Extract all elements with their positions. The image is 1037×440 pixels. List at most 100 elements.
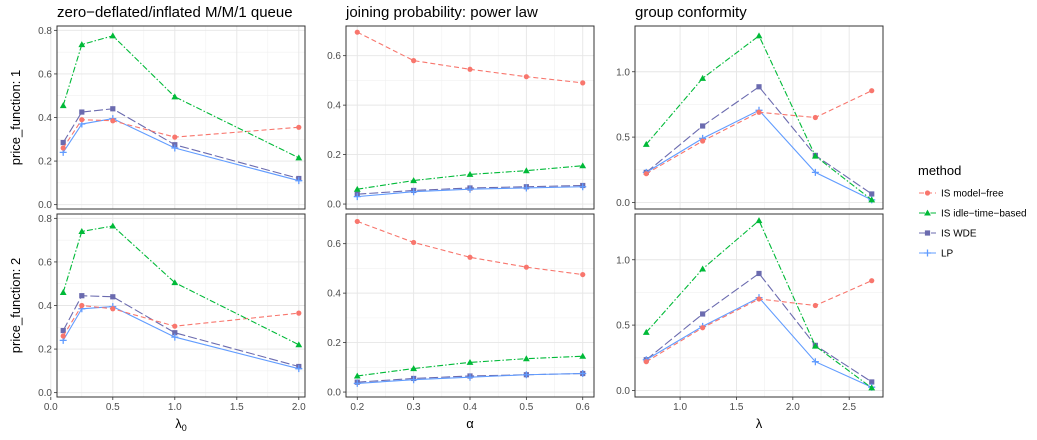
x-axis-label: λ0 [175,416,187,433]
data-point [699,74,707,81]
data-point [811,152,819,159]
y-tick-label: 0.6 [38,69,52,80]
x-tick-label: 2.0 [786,402,800,413]
x-tick-label: 2.0 [292,402,306,413]
data-point [172,330,178,336]
y-tick-label: 0.0 [327,200,341,211]
data-point [812,114,818,121]
data-point [868,384,876,391]
panel-title: zero−deflated/inflated M/M/1 queue [57,4,293,21]
y-tick-label: 0.0 [38,388,52,399]
data-point [642,328,650,335]
data-point [60,139,66,146]
data-point [171,144,179,152]
y-tick-label: 0.0 [616,386,630,397]
data-point [756,270,762,277]
legend-label: IS idle−time−based [941,209,1027,220]
data-point [296,310,302,316]
data-point [642,140,650,147]
panel-border [634,213,884,398]
data-point [522,167,530,174]
data-point [295,365,303,373]
data-point [410,365,418,372]
panel-border [56,25,306,210]
y-tick-label: 0.6 [38,257,52,268]
data-point [643,359,649,365]
data-point [643,171,649,177]
data-point [410,177,418,184]
panel-title: joining probability: power law [345,4,538,21]
x-tick-label: 0.0 [44,402,58,413]
y-tick-label: 1.0 [616,255,630,266]
data-point [353,193,361,201]
data-point [79,293,85,299]
series-line [645,34,873,201]
data-point [353,372,361,379]
y-tick-label: 0.5 [616,321,630,332]
data-point [579,162,587,169]
legend-key-marker [924,190,931,196]
panel-border [345,213,595,398]
data-point [171,333,179,341]
data-point [109,32,117,39]
data-point [79,117,85,123]
y-tick-label: 0.0 [616,198,630,209]
data-point [110,306,116,312]
data-point [467,66,473,72]
data-point [522,355,530,362]
y-tick-label: 0.6 [327,51,341,62]
data-point [755,32,763,39]
data-point [579,370,587,378]
data-point [811,358,819,366]
legend-key-marker [924,209,931,216]
y-tick-label: 1.0 [616,67,630,78]
legend-key-marker [924,230,931,236]
data-point [466,358,474,365]
y-tick-label: 0.8 [38,26,52,37]
x-tick-label: 1.0 [673,402,687,413]
data-point [410,376,418,384]
data-point [869,88,875,94]
x-tick-label: 0.5 [519,402,533,413]
y-tick-label: 0.2 [38,345,52,356]
data-point [466,373,474,381]
data-point [59,289,67,295]
data-point [755,217,763,224]
data-point [580,271,586,278]
data-point [295,177,303,185]
row-strip-label: price_function: 2 [8,258,23,353]
data-point [869,191,875,197]
panel-border [56,213,306,398]
data-point [411,239,417,246]
data-point [354,29,360,35]
data-point [410,188,418,196]
data-point [78,228,86,234]
x-tick-label: 2.5 [842,402,856,413]
data-point [353,379,361,387]
data-point [110,118,116,124]
data-point [295,341,303,348]
data-point [811,342,819,349]
data-point [295,154,303,161]
data-point [411,58,417,64]
data-point [756,109,762,115]
data-point [354,218,360,225]
data-point [466,185,474,193]
legend-label: IS model−free [941,189,1004,200]
y-tick-label: 0.4 [327,289,341,300]
series-line [62,295,299,368]
data-point [353,185,361,192]
data-point [60,327,66,334]
y-tick-label: 0.0 [38,200,52,211]
legend: method IS model−free IS idle−time−based IS … [918,163,1027,260]
data-point [869,278,875,284]
y-tick-label: 0.6 [327,239,341,250]
data-point [700,311,706,317]
series-line [357,220,583,276]
x-axis-label: α [466,416,474,431]
data-point [522,371,530,379]
x-tick-label: 0.5 [106,402,120,413]
y-tick-label: 0.2 [38,157,52,168]
data-point [812,302,818,309]
